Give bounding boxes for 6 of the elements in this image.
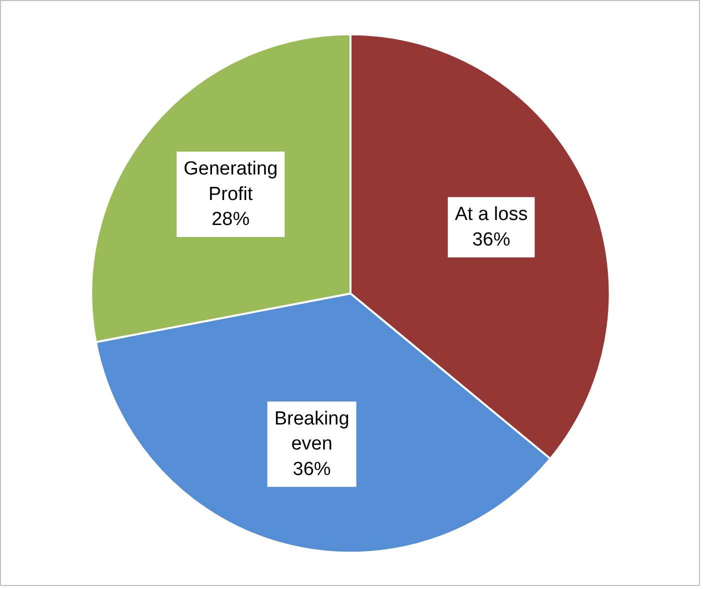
data-label: 28% xyxy=(212,209,250,230)
data-label: 36% xyxy=(472,229,510,250)
slice-label: At a loss xyxy=(454,204,528,226)
slice-label: Generating Profit xyxy=(184,158,278,205)
slice-label: Breaking even xyxy=(274,408,350,455)
data-label: 36% xyxy=(292,458,331,480)
